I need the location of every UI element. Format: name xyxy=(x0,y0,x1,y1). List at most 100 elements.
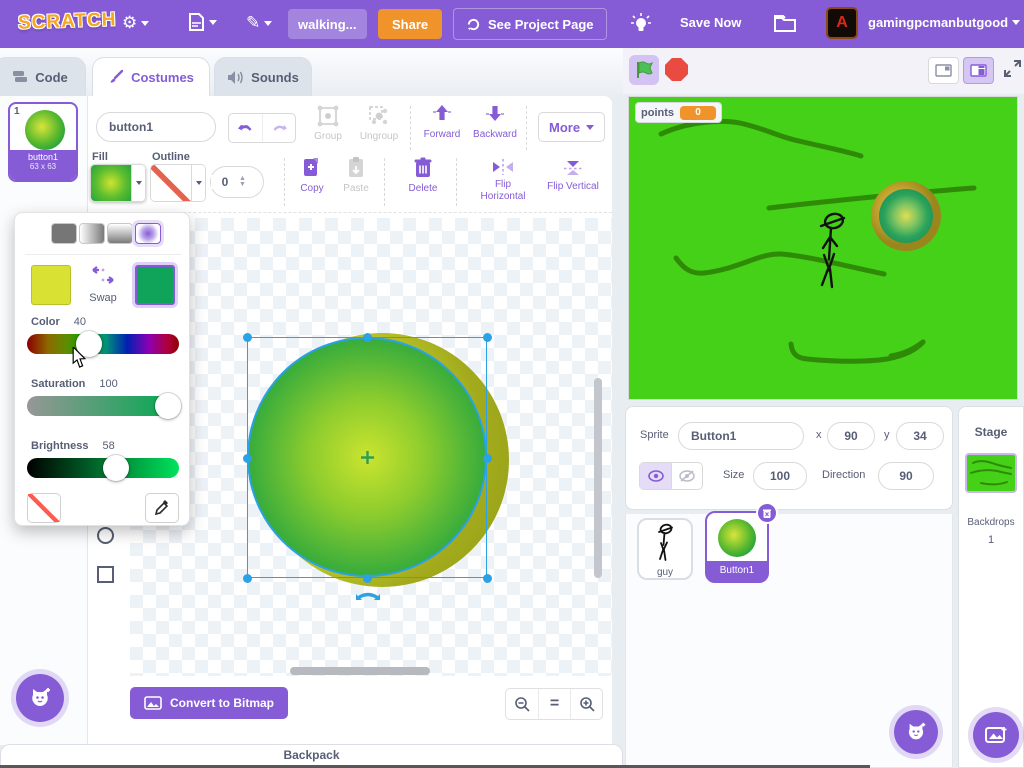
selection-handle[interactable] xyxy=(483,574,492,583)
size-input[interactable]: 100 xyxy=(753,462,807,490)
rectangle-tool[interactable] xyxy=(97,566,114,583)
flip-horizontal-icon xyxy=(493,159,513,175)
rotation-handle[interactable] xyxy=(354,590,382,602)
variable-monitor[interactable]: points 0 xyxy=(635,102,722,123)
small-stage-button[interactable] xyxy=(928,57,959,84)
flip-horizontal-button[interactable]: Flip Horizontal xyxy=(472,158,534,202)
show-button[interactable] xyxy=(640,463,671,489)
stop-button[interactable] xyxy=(665,58,688,81)
eyedropper-button[interactable] xyxy=(145,493,179,523)
zoom-out-button[interactable] xyxy=(506,689,538,719)
hue-slider-knob[interactable] xyxy=(76,331,102,357)
solid-color-mode-button[interactable] xyxy=(51,223,77,244)
stroke-width-stepper[interactable]: ▲ ▼ xyxy=(239,174,246,188)
undo-button[interactable] xyxy=(229,114,262,142)
backdrops-label: Backdrops xyxy=(967,517,1015,528)
brightness-slider[interactable] xyxy=(27,455,179,481)
group-button[interactable]: Group xyxy=(306,104,350,143)
zoom-in-button[interactable] xyxy=(570,689,602,719)
hide-button[interactable] xyxy=(671,463,702,489)
selection-handle[interactable] xyxy=(243,454,252,463)
forward-button[interactable]: Forward xyxy=(418,104,466,141)
costume-item-selected[interactable]: 1 button1 63 x 63 xyxy=(8,102,78,182)
convert-to-bitmap-button[interactable]: Convert to Bitmap xyxy=(130,687,289,719)
selection-handle[interactable] xyxy=(243,333,252,342)
stage-selector-panel[interactable]: Stage Backdrops 1 xyxy=(958,406,1024,768)
backpack-bar[interactable]: Backpack xyxy=(0,744,623,766)
selection-handle[interactable] xyxy=(483,333,492,342)
delete-button[interactable]: Delete xyxy=(400,156,446,195)
project-name-field[interactable]: walking... xyxy=(288,9,367,39)
file-icon xyxy=(189,13,204,31)
stage[interactable]: points 0 xyxy=(628,96,1018,400)
sprite-item-button1-selected[interactable]: Button1 xyxy=(705,502,778,583)
account-menu[interactable]: gamingpcmanbutgood xyxy=(868,15,1021,30)
chevron-down-icon xyxy=(586,124,595,130)
edit-menu-button[interactable]: ✎ xyxy=(246,13,273,33)
tab-costumes[interactable]: Costumes xyxy=(92,57,210,96)
fill-color-control[interactable] xyxy=(90,164,146,202)
paste-button[interactable]: Paste xyxy=(336,156,376,195)
no-color-button[interactable] xyxy=(27,493,61,523)
costume-name-input[interactable] xyxy=(96,112,216,142)
scratch-logo[interactable]: SCRATCH xyxy=(17,9,117,34)
swap-colors-button[interactable]: Swap xyxy=(85,265,121,304)
large-stage-button[interactable] xyxy=(963,57,994,84)
add-backdrop-button[interactable] xyxy=(973,712,1019,758)
file-menu-button[interactable] xyxy=(188,13,217,31)
settings-menu-button[interactable]: ⚙ xyxy=(122,13,150,33)
fill-dropdown-arrow[interactable] xyxy=(131,165,145,201)
ungroup-button[interactable]: Ungroup xyxy=(354,104,404,143)
outline-color-control[interactable] xyxy=(150,164,206,202)
fill-label: Fill xyxy=(92,151,108,163)
tab-code[interactable]: Code xyxy=(0,57,86,96)
radial-gradient-mode-button[interactable] xyxy=(135,223,161,244)
stroke-width-input[interactable] xyxy=(211,175,239,189)
gradient-start-swatch[interactable] xyxy=(31,265,71,305)
delete-sprite-badge[interactable] xyxy=(756,502,778,524)
selection-handle[interactable] xyxy=(243,574,252,583)
zoom-reset-button[interactable]: = xyxy=(538,689,570,719)
saturation-slider[interactable] xyxy=(27,393,181,419)
flip-vertical-button[interactable]: Flip Vertical xyxy=(542,158,604,193)
outline-dropdown-arrow[interactable] xyxy=(191,165,205,201)
y-position-input[interactable]: 34 xyxy=(896,422,944,450)
copy-button[interactable]: Copy xyxy=(292,156,332,195)
paintbrush-icon xyxy=(110,69,124,83)
tab-sounds[interactable]: Sounds xyxy=(214,57,312,96)
save-now-button[interactable]: Save Now xyxy=(680,15,742,30)
brightness-slider-knob[interactable] xyxy=(103,455,129,481)
redo-button[interactable] xyxy=(262,114,295,142)
saturation-slider-knob[interactable] xyxy=(155,393,181,419)
avatar[interactable]: A xyxy=(826,7,858,39)
see-project-page-button[interactable]: See Project Page xyxy=(453,8,607,40)
canvas-hscrollbar[interactable] xyxy=(290,667,430,675)
fullscreen-button[interactable] xyxy=(1003,59,1022,83)
hue-slider[interactable] xyxy=(27,331,179,357)
backward-button[interactable]: Backward xyxy=(469,104,521,141)
direction-input[interactable]: 90 xyxy=(878,462,934,490)
add-sprite-button[interactable] xyxy=(894,710,938,754)
vertical-gradient-mode-button[interactable] xyxy=(107,223,133,244)
x-position-input[interactable]: 90 xyxy=(827,422,875,450)
backdrop-thumbnail[interactable] xyxy=(965,453,1017,493)
share-button[interactable]: Share xyxy=(378,9,443,39)
sprite-item-guy[interactable]: guy xyxy=(637,518,693,580)
selection-handle[interactable] xyxy=(363,333,372,342)
selection-handle[interactable] xyxy=(483,454,492,463)
selection-handle[interactable] xyxy=(363,574,372,583)
my-stuff-button[interactable] xyxy=(773,13,797,38)
divider xyxy=(456,158,457,206)
more-dropdown[interactable]: More xyxy=(538,112,606,142)
canvas-vscrollbar[interactable] xyxy=(594,378,602,578)
green-flag-button[interactable] xyxy=(629,55,659,85)
sprite-name-input[interactable] xyxy=(678,422,804,450)
paint-canvas[interactable] xyxy=(130,218,612,676)
gradient-end-swatch-selected[interactable] xyxy=(135,265,175,305)
tutorials-button[interactable] xyxy=(630,11,652,40)
button1-thumbnail xyxy=(718,519,756,557)
ellipse-tool[interactable] xyxy=(97,527,114,544)
stroke-width-control[interactable]: ▲▼ xyxy=(210,166,264,198)
add-costume-button[interactable] xyxy=(16,674,64,722)
horizontal-gradient-mode-button[interactable] xyxy=(79,223,105,244)
